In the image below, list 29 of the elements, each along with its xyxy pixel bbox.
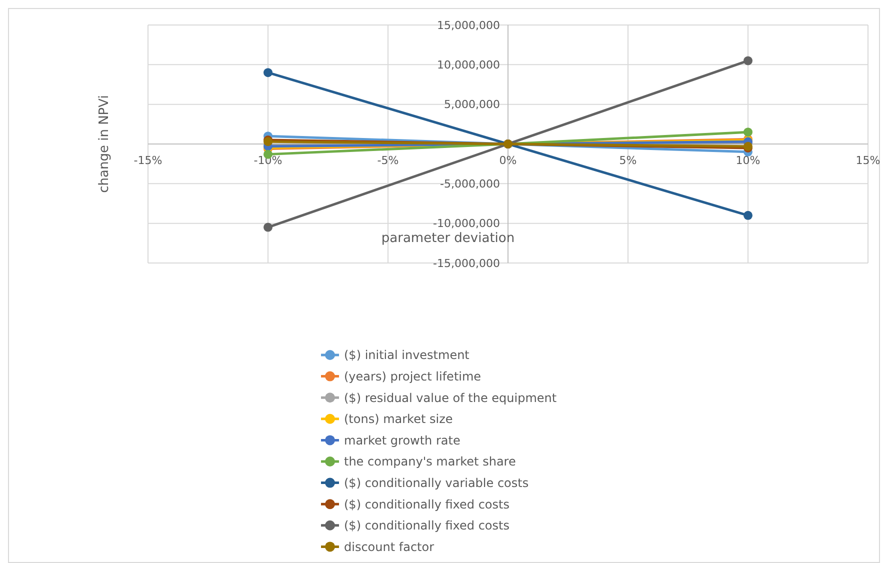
legend-label: ($) initial investment: [344, 348, 470, 362]
x-tick-label: 15%: [856, 154, 880, 167]
point: [744, 210, 752, 220]
point: [744, 128, 752, 137]
y-tick-label: 5,000,000: [444, 98, 500, 112]
legend-label: ($) conditionally variable costs: [344, 476, 529, 490]
x-tick-label: -15%: [134, 154, 162, 167]
legend-label: (tons) market size: [344, 412, 453, 426]
point: [264, 68, 272, 78]
x-tick-label: 0%: [499, 154, 517, 167]
legend-label: the company's market share: [344, 454, 516, 469]
legend-label: ($) conditionally fixed costs: [344, 497, 510, 512]
y-tick-label: -15,000,000: [433, 256, 500, 270]
y-tick-label: 10,000,000: [437, 58, 500, 72]
point: [264, 222, 272, 232]
x-tick-label: 5%: [619, 154, 637, 167]
legend-label: (years) project lifetime: [344, 370, 482, 384]
legend-label: ($) conditionally fixed costs: [344, 518, 510, 533]
y-tick-label: 15,000,000: [437, 18, 500, 32]
x-axis-title: parameter deviation: [381, 231, 515, 246]
point: [744, 56, 752, 66]
x-tick-label: -5%: [377, 154, 399, 167]
y-tick-label: -10,000,000: [433, 217, 500, 230]
legend-label: market growth rate: [344, 433, 460, 448]
legend-label: discount factor: [344, 540, 434, 554]
y-axis-title: change in NPVi: [97, 95, 112, 193]
legend-label: ($) residual value of the equipment: [344, 390, 557, 405]
x-tick-label: 10%: [736, 154, 760, 167]
y-tick-label: -5,000,000: [440, 178, 500, 191]
